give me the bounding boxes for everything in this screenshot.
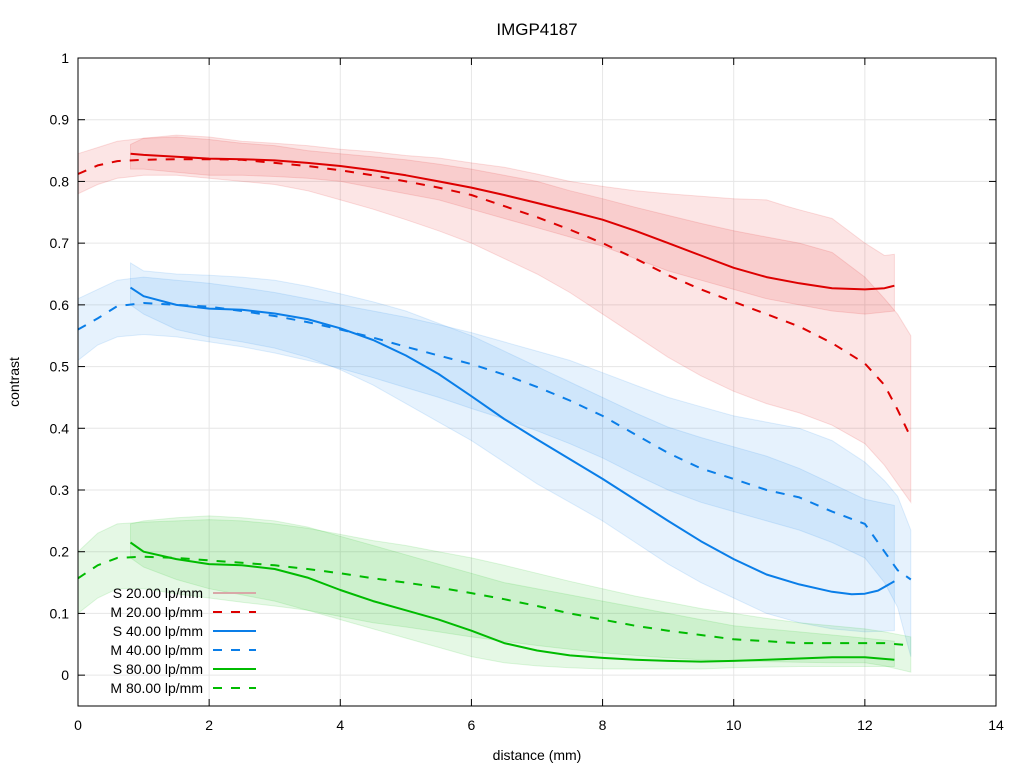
- series-line-m-40-00-lp-mm: [77, 302, 912, 581]
- axis-ticks: 0 2 4 6 8 10 12 14 0 0.1 0.2 0.3 0.4 0.5 0.6 0.7 0.8 0.9 1: [50, 50, 1004, 733]
- y-tick-label: 0.4: [50, 420, 70, 436]
- band-s-40-00-lp-mm: [130, 262, 895, 633]
- series-line-s-40-00-lp-mm: [129, 286, 895, 596]
- band-s-80-00-lp-mm: [130, 515, 895, 670]
- x-tick-label: 12: [857, 717, 873, 733]
- y-tick-label: 0.7: [50, 235, 70, 251]
- band-m-20-00-lp-mm: [77, 136, 912, 504]
- grid: [78, 58, 996, 706]
- confidence-bands: [77, 134, 912, 673]
- y-tick-label: 0.1: [50, 605, 70, 621]
- x-tick-label: 8: [599, 717, 607, 733]
- chart-title: IMGP4187: [496, 20, 577, 39]
- band-m-80-00-lp-mm: [77, 519, 912, 673]
- x-tick-label: 4: [336, 717, 344, 733]
- y-tick-label: 0.6: [50, 297, 70, 313]
- x-tick-label: 14: [988, 717, 1004, 733]
- series-line-s-20-00-lp-mm: [130, 152, 895, 291]
- legend-label: S 40.00 lp/mm: [113, 623, 203, 639]
- series-line-m-20-00-lp-mm: [77, 158, 912, 438]
- x-tick-label: 2: [205, 717, 213, 733]
- legend-label: S 20.00 lp/mm: [113, 585, 203, 601]
- y-tick-label: 0.2: [50, 544, 70, 560]
- y-tick-label: 0.9: [50, 112, 70, 128]
- series-line-m-80-00-lp-mm: [77, 555, 911, 647]
- legend-label: M 20.00 lp/mm: [110, 604, 203, 620]
- legend-label: S 80.00 lp/mm: [113, 661, 203, 677]
- series-line-s-80-00-lp-mm: [129, 541, 895, 663]
- y-tick-label: 0.5: [50, 359, 70, 375]
- plot-frame: [77, 57, 997, 707]
- x-tick-label: 0: [74, 717, 82, 733]
- y-tick-label: 0.3: [50, 482, 70, 498]
- x-tick-label: 10: [726, 717, 742, 733]
- legend-label: M 40.00 lp/mm: [110, 642, 203, 658]
- y-axis-title: contrast: [6, 357, 22, 407]
- legend-label: M 80.00 lp/mm: [110, 680, 203, 696]
- band-m-40-00-lp-mm: [77, 276, 912, 657]
- legend: S 20.00 lp/mm M 20.00 lp/mm S 40.00 lp/mm M…: [110, 585, 256, 696]
- y-tick-label: 0.8: [50, 173, 70, 189]
- x-axis-title: distance (mm): [493, 747, 582, 763]
- band-s-20-00-lp-mm: [130, 134, 895, 315]
- y-tick-label: 0: [61, 667, 69, 683]
- x-tick-label: 6: [468, 717, 476, 733]
- y-tick-label: 1: [61, 50, 69, 66]
- series-lines: [77, 152, 912, 663]
